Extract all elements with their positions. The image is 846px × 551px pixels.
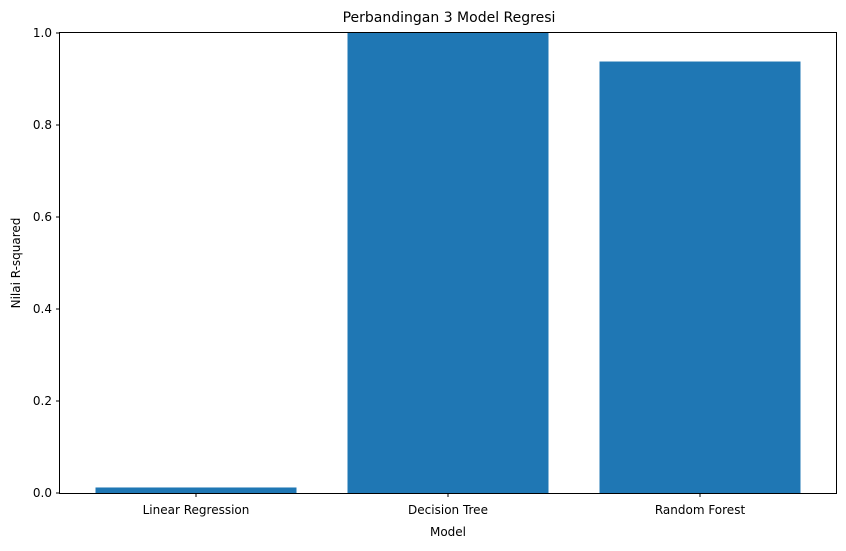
y-tick-label: 0.8 [33, 118, 52, 132]
bar-decision-tree [347, 33, 549, 493]
y-tick-label: 1.0 [33, 26, 52, 40]
x-tick-label: Decision Tree [408, 503, 488, 517]
y-tick-label: 0.6 [33, 210, 52, 224]
bars-layer [95, 33, 801, 494]
x-tick-label: Linear Regression [143, 503, 250, 517]
chart-title: Perbandingan 3 Model Regresi [343, 10, 556, 26]
y-tick-label: 0.4 [33, 302, 52, 316]
x-axis-label: Model [430, 525, 466, 539]
y-tick-label: 0.2 [33, 394, 52, 408]
bar-random-forest [599, 61, 801, 494]
y-axis-label: Nilai R-squared [9, 218, 23, 309]
bar-linear-regression [95, 487, 297, 493]
y-tick-label: 0.0 [33, 486, 52, 500]
x-axis: Linear Regression Decision Tree Random For… [143, 493, 746, 517]
x-tick-label: Random Forest [655, 503, 746, 517]
y-axis: 0.0 0.2 0.4 0.6 0.8 1.0 [33, 26, 60, 500]
plot-frame [59, 32, 837, 494]
